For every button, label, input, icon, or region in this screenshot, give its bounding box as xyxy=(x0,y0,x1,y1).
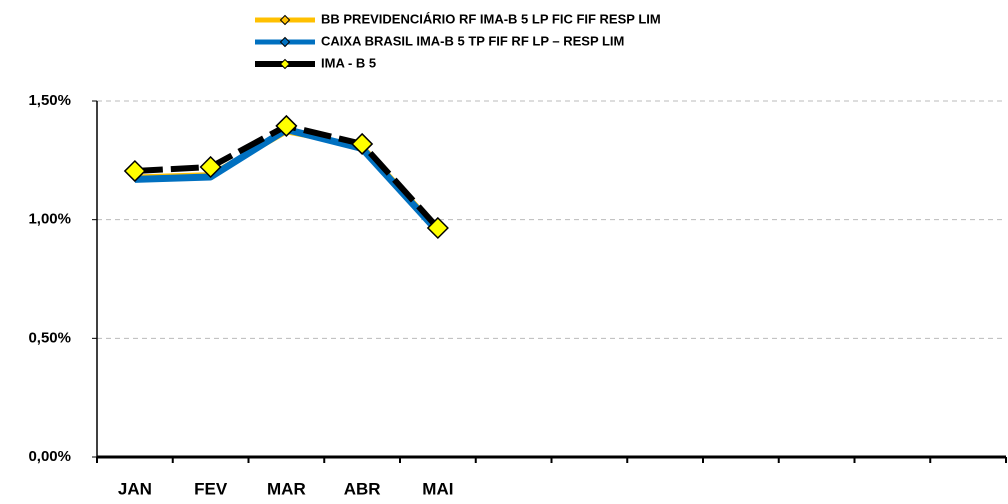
legend-label: BB PREVIDENCIÁRIO RF IMA-B 5 LP FIC FIF … xyxy=(321,11,661,26)
series-line xyxy=(134,125,441,234)
x-tick-label: MAI xyxy=(422,479,453,498)
legend-marker xyxy=(279,14,291,26)
x-tick-label: JAN xyxy=(118,479,152,498)
y-tick-label: 0,50% xyxy=(28,329,71,346)
legend-label: IMA - B 5 xyxy=(321,55,376,70)
point-marker xyxy=(199,155,222,179)
point-marker xyxy=(123,159,146,183)
point-marker xyxy=(426,216,449,240)
x-tick-label: FEV xyxy=(194,479,228,498)
y-tick-label: 1,00% xyxy=(28,211,71,228)
point-marker xyxy=(275,114,298,137)
x-tick-label: MAR xyxy=(267,479,306,498)
x-tick-label: ABR xyxy=(344,479,381,498)
point-marker xyxy=(351,132,374,156)
legend-label: CAIXA BRASIL IMA-B 5 TP FIF RF LP – RESP… xyxy=(321,33,624,48)
y-tick-label: 1,50% xyxy=(28,92,71,109)
legend-marker xyxy=(279,58,291,70)
legend-marker xyxy=(279,36,291,48)
y-tick-label: 0,00% xyxy=(28,448,71,465)
